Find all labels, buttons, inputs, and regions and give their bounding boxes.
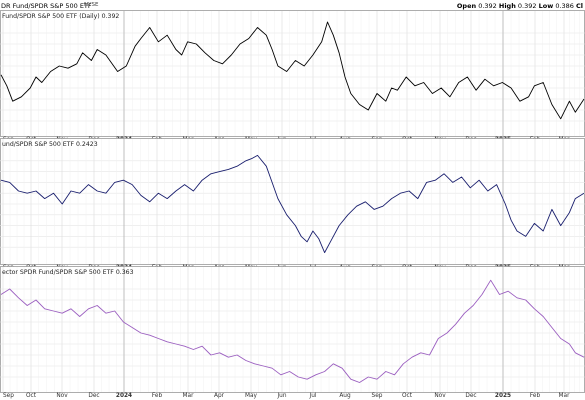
x-tick-label: Nov: [56, 393, 68, 399]
series-line-1: [0, 21, 585, 120]
x-tick-label: Mar: [183, 393, 195, 399]
x-tick-label: Dec: [88, 393, 99, 399]
series-line-2: [0, 154, 585, 254]
x-tick-label: Jun: [276, 393, 286, 399]
x-tick-label: 2025: [495, 393, 511, 399]
low-value: 0.386: [555, 2, 574, 10]
x-tick-label: Oct: [402, 393, 413, 399]
ohlc-readout: Open 0.392 High 0.392 Low 0.386 Cl: [457, 2, 583, 10]
panel-border: [0, 138, 585, 265]
x-tick-label: Oct: [26, 393, 37, 399]
x-tick-label: Mar: [559, 393, 571, 399]
x-tick-label: Feb: [530, 393, 541, 399]
x-tick-label: Dec: [465, 393, 476, 399]
x-tick-label: Sep: [372, 393, 383, 399]
panel-title: Fund/SPDR S&P 500 ETF (Daily) 0.392: [2, 13, 119, 20]
x-tick-label: May: [245, 393, 258, 399]
x-tick-label: 2024: [116, 393, 132, 399]
close-label: Cl: [576, 2, 583, 10]
x-tick-label: Aug: [339, 393, 351, 399]
x-tick-label: Nov: [434, 393, 446, 399]
x-tick-label: Feb: [152, 393, 163, 399]
panel-border: [0, 10, 585, 137]
x-tick-label: Sep: [3, 393, 14, 399]
x-tick-label: Apr: [214, 393, 225, 399]
panel-title: und/SPDR S&P 500 ETF 0.2423: [2, 141, 98, 148]
header-exchange: NYSE: [84, 2, 99, 8]
high-label: High: [498, 2, 516, 10]
open-label: Open: [456, 2, 477, 10]
header-ticker: DR Fund/SPDR S&P 500 ETF: [1, 2, 92, 10]
open-value: 0.392: [478, 2, 497, 10]
panel-title: ector SPDR Fund/SPDR S&P 500 ETF 0.363: [2, 269, 134, 276]
high-value: 0.392: [517, 2, 537, 10]
chart-panel-2: SepOctNovDec2024FebMarAprMayJunJulAugSep…: [0, 138, 585, 271]
series-line-3: [0, 279, 585, 383]
x-tick-label: Jul: [309, 393, 317, 399]
chart-panel-3: Sep Oct Nov Dec 2024 Feb Mar Apr May Jun Jul Aug Sep…: [0, 266, 585, 399]
low-label: Low: [538, 2, 554, 10]
chart-panel-1: SepOctNovDec2024FebMarAprMayJunJulAugSep…: [0, 10, 585, 143]
